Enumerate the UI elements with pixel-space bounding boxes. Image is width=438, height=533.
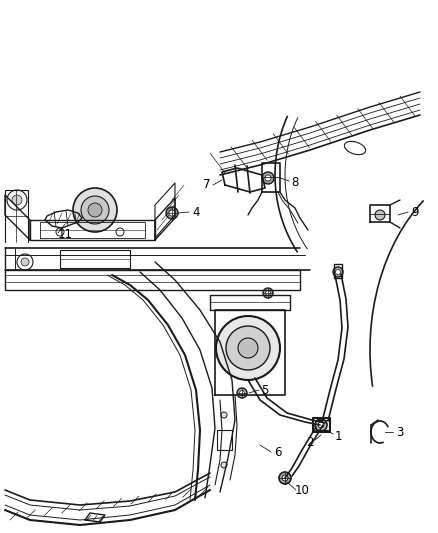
Circle shape bbox=[237, 388, 247, 398]
Text: 4: 4 bbox=[192, 206, 200, 219]
Circle shape bbox=[282, 475, 288, 481]
Text: 2: 2 bbox=[306, 435, 314, 448]
Circle shape bbox=[73, 188, 117, 232]
Text: 7: 7 bbox=[203, 179, 211, 191]
Circle shape bbox=[88, 203, 102, 217]
Text: 3: 3 bbox=[396, 425, 404, 439]
Circle shape bbox=[318, 422, 324, 428]
Circle shape bbox=[221, 462, 227, 468]
Circle shape bbox=[375, 210, 385, 220]
Circle shape bbox=[221, 412, 227, 418]
Circle shape bbox=[238, 338, 258, 358]
Circle shape bbox=[17, 254, 33, 270]
Circle shape bbox=[240, 391, 244, 395]
Circle shape bbox=[166, 207, 178, 219]
Text: 5: 5 bbox=[261, 384, 268, 397]
Circle shape bbox=[216, 316, 280, 380]
Circle shape bbox=[7, 190, 27, 210]
Text: 9: 9 bbox=[411, 206, 419, 219]
Circle shape bbox=[169, 210, 175, 216]
Text: 10: 10 bbox=[295, 483, 309, 497]
Circle shape bbox=[263, 288, 273, 298]
Circle shape bbox=[56, 228, 64, 236]
Circle shape bbox=[279, 472, 291, 484]
Circle shape bbox=[336, 270, 340, 274]
Circle shape bbox=[265, 290, 271, 295]
Circle shape bbox=[116, 228, 124, 236]
Circle shape bbox=[226, 326, 270, 370]
Circle shape bbox=[21, 258, 29, 266]
Circle shape bbox=[81, 196, 109, 224]
Circle shape bbox=[333, 267, 343, 277]
Circle shape bbox=[265, 175, 271, 181]
Text: 6: 6 bbox=[274, 446, 282, 458]
Text: 8: 8 bbox=[291, 176, 299, 190]
Circle shape bbox=[315, 419, 327, 431]
Text: 1: 1 bbox=[334, 430, 342, 442]
Text: 11: 11 bbox=[57, 229, 73, 241]
Ellipse shape bbox=[344, 141, 366, 155]
Circle shape bbox=[262, 172, 274, 184]
Circle shape bbox=[12, 195, 22, 205]
